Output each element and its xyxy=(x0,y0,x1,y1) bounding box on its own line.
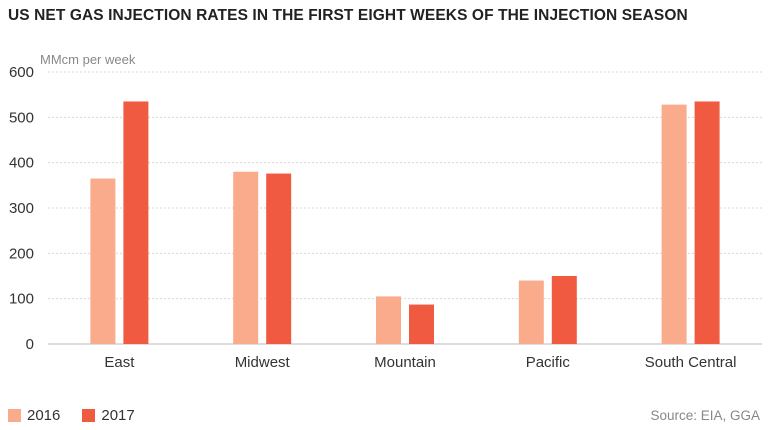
bar-mountain-2016 xyxy=(376,296,401,344)
legend-swatch-2016 xyxy=(8,409,21,422)
x-tick-label: Mountain xyxy=(374,354,436,371)
bars xyxy=(90,101,720,344)
y-tick-label: 200 xyxy=(9,245,34,262)
legend-item-2016: 2016 xyxy=(8,407,60,424)
bar-chart: 0 100 200 300 400 500 600 MMcm per week East Mi… xyxy=(9,52,762,371)
y-tick-labels: 0 100 200 300 400 500 600 xyxy=(9,64,34,353)
y-tick-label: 100 xyxy=(9,291,34,308)
x-tick-label: East xyxy=(104,354,135,371)
y-tick-label: 400 xyxy=(9,155,34,172)
x-tick-label: Midwest xyxy=(235,354,291,371)
y-axis-unit-label: MMcm per week xyxy=(40,52,136,67)
chart-title: US NET GAS INJECTION RATES IN THE FIRST … xyxy=(8,7,688,24)
bar-east-2016 xyxy=(90,178,116,344)
x-tick-labels: East Midwest Mountain Pacific South Central xyxy=(104,354,736,371)
x-tick-label: South Central xyxy=(645,354,737,371)
legend-item-2017: 2017 xyxy=(82,407,135,424)
legend-label-2016: 2016 xyxy=(27,407,61,424)
bar-east-2017 xyxy=(123,101,149,344)
gridlines xyxy=(48,71,762,345)
legend-swatch-2017 xyxy=(82,409,96,422)
y-tick-label: 600 xyxy=(9,64,34,81)
source-note: Source: EIA, GGA xyxy=(650,408,760,423)
y-tick-label: 0 xyxy=(26,336,34,353)
legend: 2016 2017 xyxy=(8,407,157,424)
y-tick-label: 500 xyxy=(9,109,34,126)
bar-midwest-2016 xyxy=(233,171,259,344)
bar-south-central-2016 xyxy=(661,104,687,344)
legend-label-2017: 2017 xyxy=(101,407,135,424)
bar-south-central-2017 xyxy=(694,101,720,344)
bar-mountain-2017 xyxy=(409,304,434,344)
bar-midwest-2017 xyxy=(266,173,292,344)
bar-pacific-2016 xyxy=(518,280,544,344)
x-tick-label: Pacific xyxy=(526,354,571,371)
bar-pacific-2017 xyxy=(551,276,577,344)
y-tick-label: 300 xyxy=(9,200,34,217)
